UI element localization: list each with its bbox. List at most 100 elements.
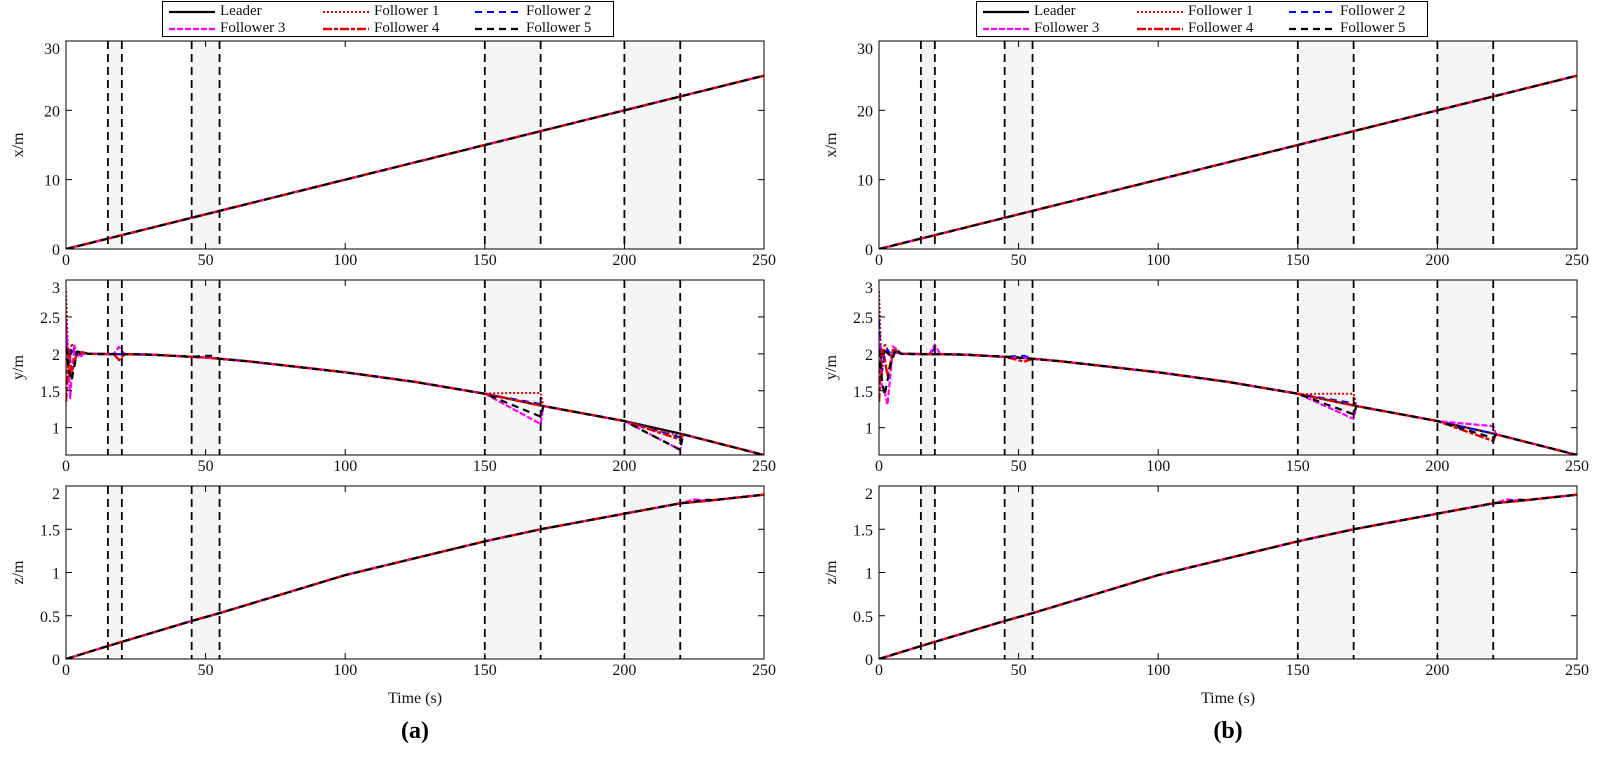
shaded-interval: [1004, 280, 1033, 455]
legend-item-follower-4: Follower 4: [323, 20, 439, 37]
series-group: [66, 291, 764, 455]
x-tick-label: 100: [1146, 252, 1170, 269]
y-tick-label: 20: [857, 103, 873, 120]
shaded-interval: [1297, 41, 1354, 249]
x-tick-label: 200: [1425, 458, 1449, 475]
legend-label: Follower 4: [1188, 20, 1254, 36]
subplot-z: 0 50 100 150 200 250 0 0.5 1 1.5 2 z/m: [10, 485, 776, 679]
y-tick-label: 0: [52, 652, 60, 669]
legend-label: Follower 4: [374, 20, 440, 36]
panel-label: (b): [1213, 718, 1242, 744]
shaded-interval: [484, 486, 541, 659]
x-tick-label: 0: [62, 252, 70, 269]
axes-box: [878, 40, 1578, 250]
y-tick-label: 3: [52, 280, 60, 297]
x-tick-label: 100: [1146, 662, 1170, 679]
series-line-follower-4: [879, 74, 1577, 249]
subplot-y: 0 50 100 150 200 250 1 1.5 2 2.5 3 y/m: [10, 279, 776, 475]
shaded-interval: [624, 486, 681, 659]
x-tick-label: 150: [1286, 458, 1310, 475]
legend-a: Leader Follower 1 Follower 2 Follower 3 …: [162, 1, 614, 37]
panel-label: (a): [401, 718, 429, 744]
x-axis-label: Time (s): [1201, 690, 1255, 707]
x-tick-label: 200: [1425, 252, 1449, 269]
subplot-x: 0 50 100 150 200 250 0 10 20 30 x/m: [10, 40, 776, 269]
y-tick-label: 20: [44, 103, 60, 120]
legend-item-follower-1: Follower 1: [323, 3, 439, 20]
series-group: [879, 493, 1577, 659]
legend-b: Leader Follower 1 Follower 2 Follower 3 …: [976, 1, 1428, 37]
shaded-interval: [107, 486, 122, 659]
legend-label: Follower 2: [526, 3, 592, 19]
series-line-follower-5: [66, 346, 764, 455]
series-group: [879, 74, 1577, 249]
x-tick-label: 250: [752, 252, 776, 269]
y-axis-label: z/m: [823, 560, 840, 585]
legend-item-follower-3: Follower 3: [169, 20, 285, 37]
y-tick-label: 30: [857, 41, 873, 58]
x-tick-label: 150: [1286, 662, 1310, 679]
legend-sample: [475, 10, 521, 13]
x-tick-label: 100: [333, 458, 357, 475]
y-tick-label: 2: [52, 347, 60, 364]
shaded-interval: [1297, 486, 1354, 659]
x-tick-label: 50: [198, 458, 214, 475]
axes-box: [65, 40, 765, 250]
shaded-interval: [484, 41, 541, 249]
y-tick-label: 1.5: [853, 522, 873, 539]
legend-label: Follower 1: [374, 3, 440, 19]
x-tick-label: 0: [875, 458, 883, 475]
legend-sample: [983, 10, 1029, 13]
legend-label: Follower 2: [1340, 3, 1406, 19]
y-tick-label: 1: [865, 566, 873, 583]
y-tick-label: 0.5: [853, 609, 873, 626]
y-axis-label: y/m: [10, 355, 27, 380]
y-tick-label: 1: [865, 421, 873, 438]
legend-item-follower-3: Follower 3: [983, 20, 1099, 37]
legend-sample: [1289, 10, 1335, 13]
y-tick-label: 3: [865, 280, 873, 297]
y-tick-label: 0: [52, 242, 60, 259]
legend-item-follower-4: Follower 4: [1137, 20, 1253, 37]
legend-sample: [1137, 10, 1183, 13]
series-line-follower-5: [879, 347, 1577, 455]
legend-item-leader: Leader: [169, 3, 262, 20]
y-tick-label: 1.5: [40, 384, 60, 401]
shaded-interval: [1437, 280, 1494, 455]
x-tick-label: 200: [1425, 662, 1449, 679]
y-tick-label: 10: [857, 173, 873, 190]
series-group: [66, 74, 764, 249]
legend-item-leader: Leader: [983, 3, 1076, 20]
legend-sample: [323, 27, 369, 30]
y-tick-label: 2.5: [40, 310, 60, 327]
legend-label: Follower 5: [1340, 20, 1406, 36]
x-tick-label: 50: [1011, 662, 1027, 679]
legend-item-follower-2: Follower 2: [475, 3, 591, 20]
x-tick-label: 50: [198, 252, 214, 269]
legend-sample: [983, 27, 1029, 30]
y-axis-label: z/m: [10, 560, 27, 585]
x-tick-label: 50: [198, 662, 214, 679]
legend-sample: [323, 10, 369, 13]
legend-sample: [169, 27, 215, 30]
legend-label: Leader: [220, 3, 262, 19]
x-tick-label: 50: [1011, 458, 1027, 475]
y-tick-label: 1: [52, 421, 60, 438]
shaded-interval: [107, 280, 122, 455]
x-tick-label: 0: [62, 458, 70, 475]
x-tick-label: 250: [1565, 458, 1589, 475]
shaded-interval: [1437, 486, 1494, 659]
x-tick-label: 250: [752, 458, 776, 475]
y-tick-label: 1.5: [853, 384, 873, 401]
legend-item-follower-5: Follower 5: [475, 20, 591, 37]
x-tick-label: 150: [1286, 252, 1310, 269]
subplot-z: 0 50 100 150 200 250 0 0.5 1 1.5 2 z/m: [823, 485, 1589, 679]
legend-label: Follower 3: [220, 20, 286, 36]
series-line-follower-4: [66, 74, 764, 249]
x-tick-label: 150: [473, 458, 497, 475]
x-tick-label: 250: [1565, 662, 1589, 679]
x-tick-label: 100: [333, 252, 357, 269]
